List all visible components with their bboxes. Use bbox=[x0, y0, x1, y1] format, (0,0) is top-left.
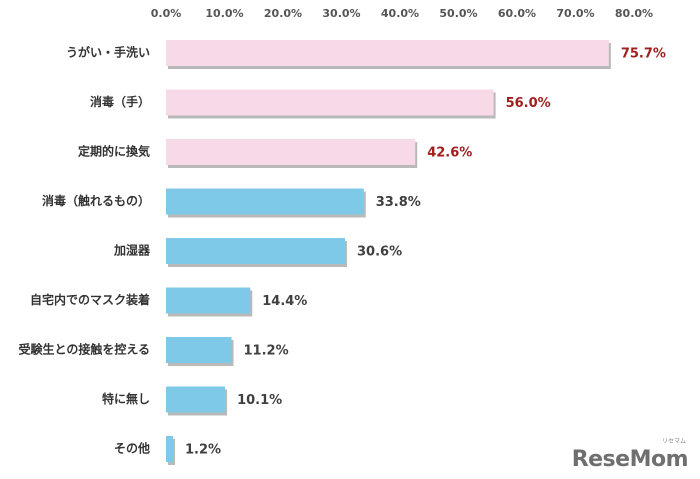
x-tick-label: 50.0% bbox=[439, 7, 477, 20]
data-label: 1.2% bbox=[185, 443, 221, 458]
bar bbox=[166, 386, 226, 413]
logo-subtext: リセマム bbox=[661, 438, 686, 445]
category-label: 定期的に換気 bbox=[78, 144, 150, 159]
x-tick-label: 30.0% bbox=[322, 7, 360, 20]
category-label: 自宅内でのマスク装着 bbox=[30, 292, 150, 307]
data-label: 11.2% bbox=[244, 344, 289, 359]
category-label: 消毒（手） bbox=[90, 94, 150, 109]
bar bbox=[166, 89, 494, 116]
bar bbox=[166, 188, 364, 215]
bar bbox=[166, 139, 416, 165]
bar bbox=[166, 40, 609, 66]
data-label: 10.1% bbox=[237, 393, 282, 408]
bar bbox=[166, 436, 174, 462]
category-label: 特に無し bbox=[102, 391, 150, 406]
data-label: 75.7% bbox=[621, 47, 666, 62]
bar bbox=[166, 238, 346, 264]
data-label: 30.6% bbox=[357, 245, 402, 260]
bar bbox=[166, 287, 251, 314]
category-label: 消毒（触れるもの） bbox=[42, 193, 150, 208]
data-label: 42.6% bbox=[427, 146, 472, 161]
bar bbox=[166, 337, 232, 363]
category-label: その他 bbox=[114, 441, 150, 456]
x-tick-label: 40.0% bbox=[381, 7, 419, 20]
data-label: 33.8% bbox=[376, 195, 421, 210]
x-tick-label: 0.0% bbox=[151, 7, 182, 20]
resemom-logo: ReseMom bbox=[571, 447, 689, 472]
data-label: 56.0% bbox=[506, 96, 551, 111]
x-tick-label: 70.0% bbox=[556, 7, 594, 20]
category-label: 加湿器 bbox=[113, 243, 151, 258]
x-tick-label: 80.0% bbox=[615, 7, 653, 20]
data-label: 14.4% bbox=[262, 294, 307, 309]
category-label: 受験生との接触を控える bbox=[18, 342, 150, 357]
category-label: うがい・手洗い bbox=[66, 45, 150, 60]
x-tick-label: 10.0% bbox=[205, 7, 243, 20]
x-tick-label: 60.0% bbox=[498, 7, 536, 20]
x-tick-label: 20.0% bbox=[264, 7, 302, 20]
